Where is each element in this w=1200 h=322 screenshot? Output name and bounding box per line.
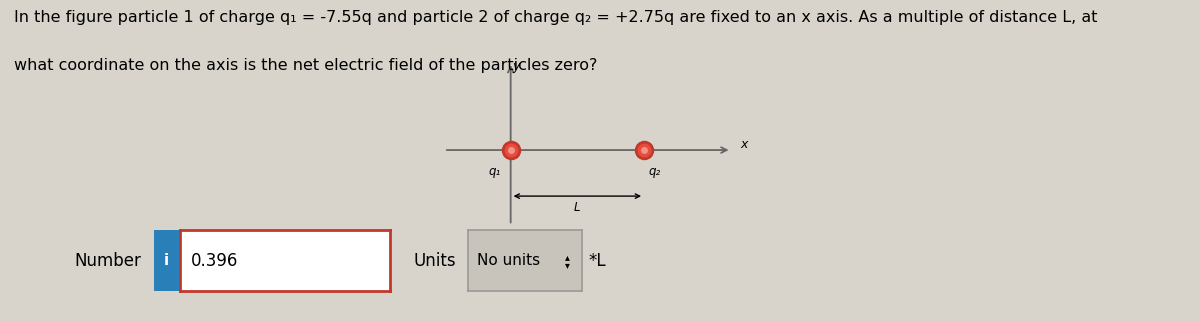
Text: q₂: q₂ bbox=[648, 165, 660, 178]
Text: ▴
▾: ▴ ▾ bbox=[565, 251, 570, 270]
Text: 0.396: 0.396 bbox=[191, 252, 238, 270]
Text: what coordinate on the axis is the net electric field of the particles zero?: what coordinate on the axis is the net e… bbox=[14, 58, 598, 73]
Text: *L: *L bbox=[588, 252, 606, 270]
Text: x: x bbox=[740, 138, 748, 151]
Text: y: y bbox=[512, 60, 520, 73]
Text: L: L bbox=[574, 201, 581, 214]
Text: Number: Number bbox=[74, 252, 142, 270]
Text: q₁: q₁ bbox=[488, 165, 500, 178]
Text: In the figure particle 1 of charge q₁ = -7.55q and particle 2 of charge q₂ = +2.: In the figure particle 1 of charge q₁ = … bbox=[14, 10, 1098, 25]
Text: No units: No units bbox=[478, 253, 540, 268]
Text: i: i bbox=[164, 253, 169, 268]
Text: Units: Units bbox=[414, 252, 457, 270]
